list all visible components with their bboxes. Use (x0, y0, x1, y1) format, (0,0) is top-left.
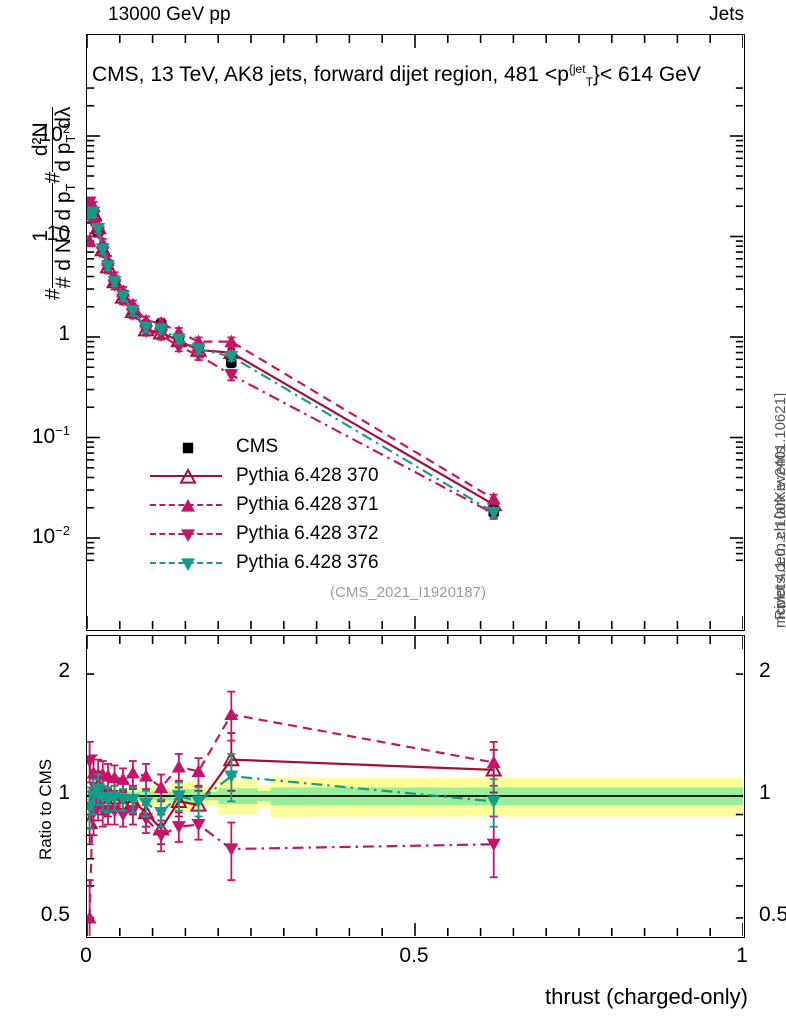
main-plot-canvas (87, 35, 743, 629)
legend-marker-tri-down-fill-icon (181, 528, 195, 542)
main-y-tick-base-2: 1 (58, 322, 70, 345)
legend-label-4: Pythia 6.428 376 (236, 551, 379, 573)
plot-title-sub: T (585, 75, 593, 90)
legend-label-0: CMS (236, 435, 279, 457)
legend-marker-tri-up-fill-icon (181, 498, 195, 512)
legend-line-1 (150, 474, 222, 477)
ratio-y-tick-right-1: 1 (759, 781, 771, 804)
plot-title-tail: }< 614 GeV (592, 63, 701, 86)
legend-key-3 (150, 524, 222, 544)
main-y-tick-exp-3: −1 (55, 422, 70, 438)
main-y-tick-base-4: 10 (31, 525, 56, 548)
main-y-tick-2: 1 (58, 322, 70, 346)
plot-title-sup: {jet (568, 62, 586, 76)
main-y-tick-exp-4: −2 (55, 523, 70, 538)
main-y-tick-1: 10 (47, 222, 70, 246)
ratio-y-tick-labels-right: 2 1 0.5 (751, 635, 786, 938)
legend-key-4 (150, 553, 222, 573)
legend-entry-1[interactable]: Pythia 6.428 370 (150, 461, 379, 490)
main-y-tick-4: 10−2 (32, 523, 70, 549)
legend-label-2: Pythia 6.428 371 (236, 493, 379, 515)
x-tick-2: 1 (736, 944, 748, 967)
plot-title-main: CMS, 13 TeV, AK8 jets, forward dijet reg… (92, 63, 569, 86)
legend-entry-0[interactable]: CMS (150, 432, 379, 461)
main-y-tick-0: 102 (39, 121, 70, 147)
legend-entry-3[interactable]: Pythia 6.428 372 (150, 519, 379, 548)
main-plot-panel (86, 34, 745, 631)
plot-title: CMS, 13 TeV, AK8 jets, forward dijet reg… (92, 62, 701, 89)
analysis-id-watermark: (CMS_2021_I1920187) (330, 584, 486, 601)
ratio-plot-canvas (87, 636, 743, 936)
legend-entry-4[interactable]: Pythia 6.428 376 (150, 548, 379, 577)
ratio-y-tick-1: 1 (58, 781, 70, 804)
ratio-y-tick-0: 2 (58, 659, 70, 683)
main-y-tick-base-1: 10 (46, 221, 70, 245)
mcplots-source-note: mcplots.cern.ch [arXiv:2401.10621] (772, 392, 786, 628)
ratio-plot-panel (86, 635, 745, 938)
legend-key-2 (150, 495, 222, 515)
legend-label-3: Pythia 6.428 372 (236, 522, 379, 544)
main-y-tick-base-3: 10 (31, 424, 56, 448)
main-y-tick-exp-0: 2 (62, 121, 70, 136)
legend-marker-tri-down-fill-icon (181, 557, 195, 571)
analysis-category-label: Jets (709, 4, 744, 25)
legend-key-1 (150, 466, 222, 486)
x-tick-1: 0.5 (399, 944, 429, 967)
main-y-tick-labels: 102 10 1 10−1 10−2 (0, 34, 80, 631)
legend-key-0 (150, 437, 222, 457)
x-tick-0: 0 (80, 944, 92, 967)
ratio-y-tick-right-0: 2 (759, 659, 771, 683)
legend-entry-2[interactable]: Pythia 6.428 371 (150, 490, 379, 519)
ratio-y-tick-2: 0.5 (40, 902, 70, 926)
main-y-tick-base-0: 10 (39, 123, 63, 146)
ratio-y-tick-labels: 2 1 0.5 (0, 635, 80, 938)
x-tick-labels: 0 0.5 1 (0, 940, 786, 980)
legend-marker-square-icon (182, 442, 194, 453)
ratio-y-tick-right-2: 0.5 (759, 902, 786, 926)
beam-energy-label: 13000 GeV pp (108, 4, 231, 25)
x-axis-label: thrust (charged-only) (545, 984, 748, 1009)
main-y-tick-3: 10−1 (32, 423, 70, 449)
legend-marker-tri-up-open-icon (179, 467, 197, 484)
legend-label-1: Pythia 6.428 370 (236, 464, 379, 486)
plot-legend: CMS Pythia 6.428 370 Pythia 6.428 371 Pythi… (150, 432, 379, 577)
